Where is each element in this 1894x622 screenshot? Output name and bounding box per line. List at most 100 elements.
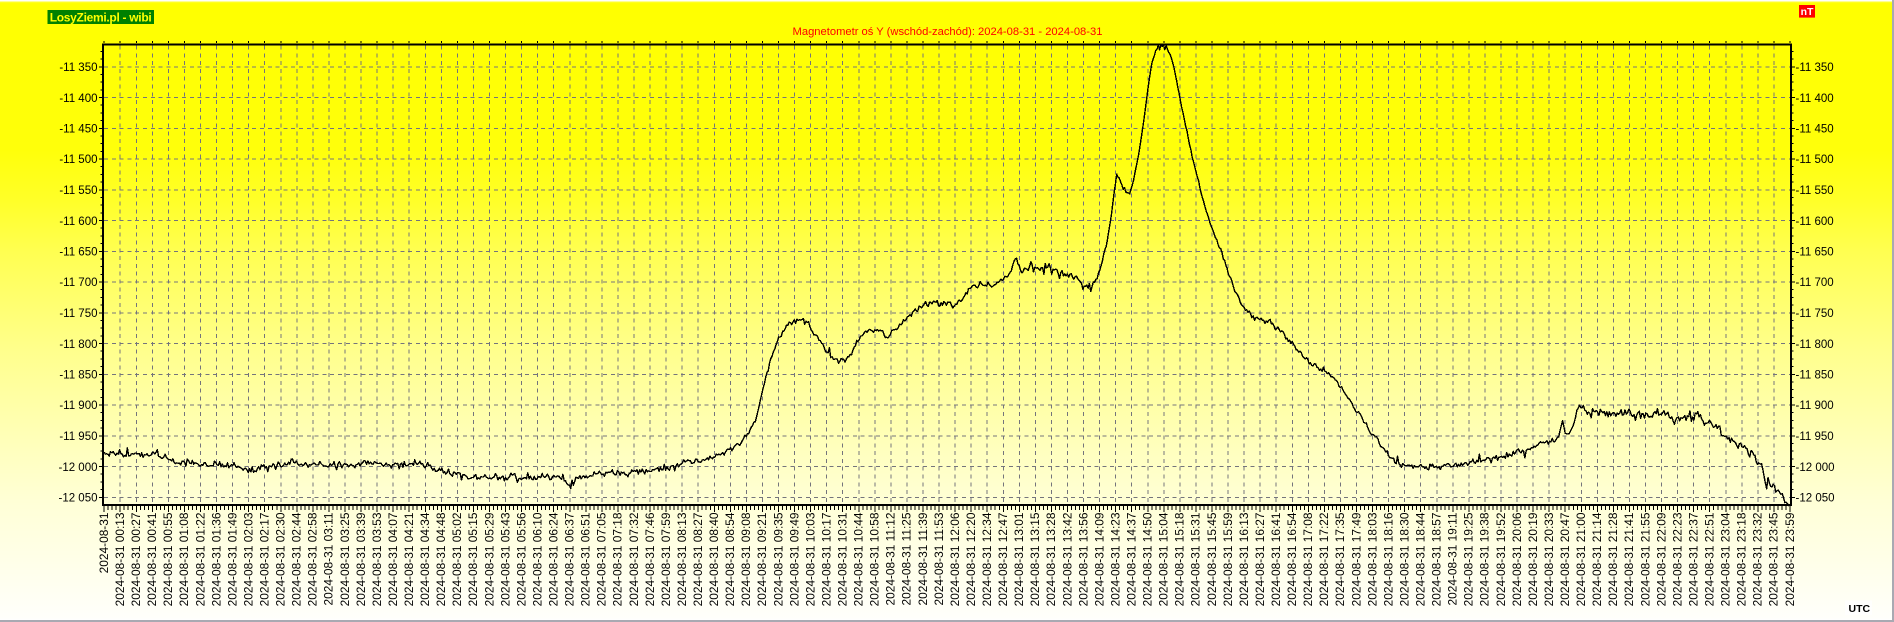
svg-text:2024-08-31 21:41: 2024-08-31 21:41 xyxy=(1622,512,1636,606)
svg-text:2024-08-31 23:18: 2024-08-31 23:18 xyxy=(1735,512,1749,606)
svg-text:nT: nT xyxy=(1801,6,1814,18)
svg-text:2024-08-31 13:42: 2024-08-31 13:42 xyxy=(1060,512,1074,606)
svg-text:2024-08-31 20:06: 2024-08-31 20:06 xyxy=(1510,512,1524,606)
svg-text:2024-08-31 00:55: 2024-08-31 00:55 xyxy=(161,512,175,606)
svg-text:2024-08-31 02:03: 2024-08-31 02:03 xyxy=(241,512,255,606)
svg-text:2024-08-31 07:18: 2024-08-31 07:18 xyxy=(611,512,625,606)
svg-text:-11 400: -11 400 xyxy=(1796,93,1834,105)
svg-text:2024-08-31 17:35: 2024-08-31 17:35 xyxy=(1333,512,1347,606)
svg-text:-11 600: -11 600 xyxy=(1796,216,1834,228)
svg-text:2024-08-31 10:17: 2024-08-31 10:17 xyxy=(819,512,833,606)
svg-text:2024-08-31 18:03: 2024-08-31 18:03 xyxy=(1365,512,1379,606)
svg-text:2024-08-31 07:59: 2024-08-31 07:59 xyxy=(659,512,673,606)
svg-text:2024-08-31 23:32: 2024-08-31 23:32 xyxy=(1751,512,1765,606)
svg-text:2024-08-31 10:31: 2024-08-31 10:31 xyxy=(836,512,850,606)
svg-text:2024-08-31 20:47: 2024-08-31 20:47 xyxy=(1558,512,1572,606)
svg-text:2024-08-31 10:44: 2024-08-31 10:44 xyxy=(852,512,866,606)
svg-text:-12 000: -12 000 xyxy=(1796,462,1835,474)
svg-text:2024-08-31 09:49: 2024-08-31 09:49 xyxy=(787,512,801,606)
svg-text:2024-08-31 14:23: 2024-08-31 14:23 xyxy=(1108,512,1122,606)
svg-text:2024-08-31 01:08: 2024-08-31 01:08 xyxy=(177,512,191,606)
svg-text:2024-08-31 21:14: 2024-08-31 21:14 xyxy=(1590,512,1604,606)
svg-text:-11 350: -11 350 xyxy=(59,62,97,74)
svg-text:2024-08-31 01:36: 2024-08-31 01:36 xyxy=(209,512,223,606)
svg-text:2024-08-31 05:29: 2024-08-31 05:29 xyxy=(482,512,496,606)
svg-text:2024-08-31 00:41: 2024-08-31 00:41 xyxy=(145,512,159,606)
svg-text:2024-08-31 04:21: 2024-08-31 04:21 xyxy=(402,512,416,606)
svg-text:2024-08-31 21:55: 2024-08-31 21:55 xyxy=(1638,512,1652,606)
svg-text:-11 500: -11 500 xyxy=(59,154,97,166)
svg-text:2024-08-31 00:27: 2024-08-31 00:27 xyxy=(129,512,143,606)
svg-text:2024-08-31 18:57: 2024-08-31 18:57 xyxy=(1430,512,1444,606)
svg-text:2024-08-31 02:30: 2024-08-31 02:30 xyxy=(274,512,288,606)
svg-text:-11 850: -11 850 xyxy=(1796,370,1834,382)
svg-text:-11 350: -11 350 xyxy=(1796,62,1834,74)
svg-text:2024-08-31 19:11: 2024-08-31 19:11 xyxy=(1446,512,1460,605)
svg-text:2024-08-31 11:12: 2024-08-31 11:12 xyxy=(884,512,898,605)
svg-text:2024-08-31 05:56: 2024-08-31 05:56 xyxy=(514,512,528,606)
svg-text:2024-08-31 20:33: 2024-08-31 20:33 xyxy=(1542,512,1556,606)
svg-text:-11 450: -11 450 xyxy=(59,124,97,136)
svg-text:-11 700: -11 700 xyxy=(59,277,97,289)
svg-text:-11 400: -11 400 xyxy=(59,93,97,105)
svg-text:2024-08-31 13:15: 2024-08-31 13:15 xyxy=(1028,512,1042,606)
svg-text:2024-08-31 02:17: 2024-08-31 02:17 xyxy=(258,512,272,606)
svg-text:2024-08-31 17:49: 2024-08-31 17:49 xyxy=(1349,512,1363,606)
svg-text:-11 700: -11 700 xyxy=(1796,277,1834,289)
svg-text:2024-08-31 13:56: 2024-08-31 13:56 xyxy=(1076,512,1090,606)
svg-text:2024-08-31 07:05: 2024-08-31 07:05 xyxy=(595,512,609,606)
svg-text:2024-08-31 22:51: 2024-08-31 22:51 xyxy=(1703,512,1717,606)
svg-text:LosyZiemi.pl - wibi: LosyZiemi.pl - wibi xyxy=(50,11,152,25)
svg-text:Magnetometr oś Y (wschód-zachó: Magnetometr oś Y (wschód-zachód): 2024-0… xyxy=(793,26,1103,38)
svg-text:2024-08-31 08:27: 2024-08-31 08:27 xyxy=(691,512,705,606)
svg-text:2024-08-31 17:22: 2024-08-31 17:22 xyxy=(1317,512,1331,606)
svg-text:2024-08-31: 2024-08-31 xyxy=(97,512,111,573)
svg-text:2024-08-31 21:28: 2024-08-31 21:28 xyxy=(1606,512,1620,606)
svg-text:2024-08-31 01:22: 2024-08-31 01:22 xyxy=(193,512,207,606)
svg-text:2024-08-31 06:10: 2024-08-31 06:10 xyxy=(530,512,544,606)
svg-text:2024-08-31 12:20: 2024-08-31 12:20 xyxy=(964,512,978,606)
svg-text:2024-08-31 19:52: 2024-08-31 19:52 xyxy=(1494,512,1508,606)
svg-text:2024-08-31 10:03: 2024-08-31 10:03 xyxy=(803,512,817,606)
svg-text:2024-08-31 04:48: 2024-08-31 04:48 xyxy=(434,512,448,606)
svg-text:2024-08-31 15:59: 2024-08-31 15:59 xyxy=(1221,512,1235,606)
svg-text:2024-08-31 08:40: 2024-08-31 08:40 xyxy=(707,512,721,606)
svg-text:2024-08-31 06:37: 2024-08-31 06:37 xyxy=(563,512,577,606)
svg-text:2024-08-31 08:13: 2024-08-31 08:13 xyxy=(675,512,689,606)
svg-text:-11 750: -11 750 xyxy=(1796,308,1834,320)
svg-text:2024-08-31 02:58: 2024-08-31 02:58 xyxy=(306,512,320,606)
svg-text:-11 650: -11 650 xyxy=(59,247,97,259)
svg-text:2024-08-31 04:34: 2024-08-31 04:34 xyxy=(418,512,432,606)
svg-text:2024-08-31 09:35: 2024-08-31 09:35 xyxy=(771,512,785,606)
svg-text:2024-08-31 19:38: 2024-08-31 19:38 xyxy=(1478,512,1492,606)
svg-text:2024-08-31 03:53: 2024-08-31 03:53 xyxy=(370,512,384,606)
svg-text:2024-08-31 21:00: 2024-08-31 21:00 xyxy=(1574,512,1588,606)
svg-text:2024-08-31 19:25: 2024-08-31 19:25 xyxy=(1462,512,1476,606)
svg-text:2024-08-31 05:43: 2024-08-31 05:43 xyxy=(498,512,512,606)
svg-text:2024-08-31 22:23: 2024-08-31 22:23 xyxy=(1670,512,1684,606)
svg-text:-11 900: -11 900 xyxy=(59,400,97,412)
svg-text:2024-08-31 15:18: 2024-08-31 15:18 xyxy=(1173,512,1187,606)
svg-text:2024-08-31 11:25: 2024-08-31 11:25 xyxy=(900,512,914,605)
svg-text:-11 800: -11 800 xyxy=(1796,339,1834,351)
svg-text:-11 950: -11 950 xyxy=(59,431,97,443)
svg-text:2024-08-31 02:44: 2024-08-31 02:44 xyxy=(290,512,304,606)
svg-text:2024-08-31 03:25: 2024-08-31 03:25 xyxy=(338,512,352,606)
svg-text:2024-08-31 03:39: 2024-08-31 03:39 xyxy=(354,512,368,606)
svg-text:2024-08-31 20:19: 2024-08-31 20:19 xyxy=(1526,512,1540,606)
svg-text:2024-08-31 16:27: 2024-08-31 16:27 xyxy=(1253,512,1267,606)
svg-text:2024-08-31 14:50: 2024-08-31 14:50 xyxy=(1141,512,1155,606)
svg-text:2024-08-31 11:53: 2024-08-31 11:53 xyxy=(932,512,946,605)
svg-text:2024-08-31 12:47: 2024-08-31 12:47 xyxy=(996,512,1010,606)
svg-text:UTC: UTC xyxy=(1849,603,1871,615)
svg-text:2024-08-31 05:02: 2024-08-31 05:02 xyxy=(450,512,464,606)
svg-text:2024-08-31 16:54: 2024-08-31 16:54 xyxy=(1285,512,1299,606)
svg-text:-11 600: -11 600 xyxy=(59,216,97,228)
svg-text:-11 900: -11 900 xyxy=(1796,400,1834,412)
svg-text:2024-08-31 15:31: 2024-08-31 15:31 xyxy=(1189,512,1203,606)
svg-text:2024-08-31 16:13: 2024-08-31 16:13 xyxy=(1237,512,1251,606)
svg-text:2024-08-31 14:37: 2024-08-31 14:37 xyxy=(1125,512,1139,606)
svg-text:2024-08-31 23:59: 2024-08-31 23:59 xyxy=(1783,512,1797,606)
svg-text:2024-08-31 22:09: 2024-08-31 22:09 xyxy=(1654,512,1668,606)
svg-text:2024-08-31 05:15: 2024-08-31 05:15 xyxy=(466,512,480,606)
